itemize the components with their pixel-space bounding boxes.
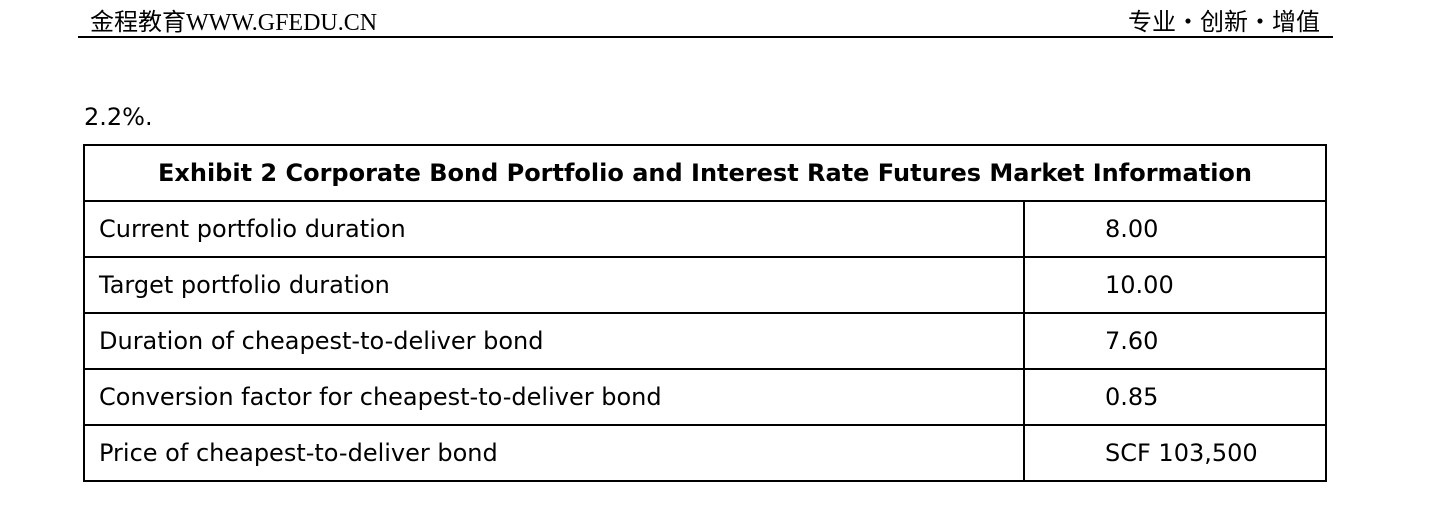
row-value: 0.85: [1023, 368, 1327, 426]
row-value: 10.00: [1023, 256, 1327, 314]
table-row: Target portfolio duration 10.00: [83, 256, 1327, 314]
exhibit-table: Exhibit 2 Corporate Bond Portfolio and I…: [83, 144, 1327, 482]
row-value: 7.60: [1023, 312, 1327, 370]
table-row: Price of cheapest-to-deliver bond SCF 103…: [83, 424, 1327, 482]
row-value: SCF 103,500: [1023, 424, 1327, 482]
table-body: Exhibit 2 Corporate Bond Portfolio and I…: [83, 144, 1327, 482]
header-rule: [78, 36, 1333, 38]
header-right: 专业・创新・增值: [1128, 10, 1320, 36]
row-label: Current portfolio duration: [83, 200, 1025, 258]
table-row: Current portfolio duration 8.00: [83, 200, 1327, 258]
header-left: 金程教育WWW.GFEDU.CN: [90, 10, 378, 36]
table-row: Duration of cheapest-to-deliver bond 7.60: [83, 312, 1327, 370]
table-title: Exhibit 2 Corporate Bond Portfolio and I…: [83, 144, 1327, 202]
row-label: Price of cheapest-to-deliver bond: [83, 424, 1025, 482]
row-value: 8.00: [1023, 200, 1327, 258]
title-row: Exhibit 2 Corporate Bond Portfolio and I…: [83, 144, 1327, 202]
row-label: Conversion factor for cheapest-to-delive…: [83, 368, 1025, 426]
row-label: Duration of cheapest-to-deliver bond: [83, 312, 1025, 370]
table-row: Conversion factor for cheapest-to-delive…: [83, 368, 1327, 426]
intro-text: 2.2%.: [84, 103, 153, 131]
row-label: Target portfolio duration: [83, 256, 1025, 314]
